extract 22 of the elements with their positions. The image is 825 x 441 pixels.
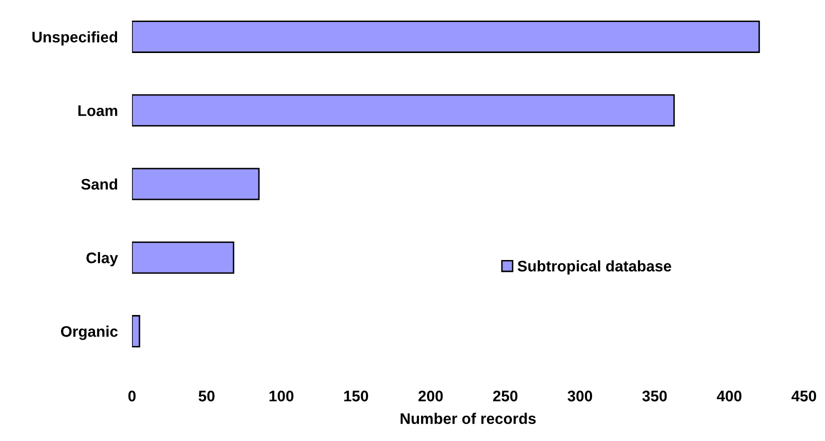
bar xyxy=(132,241,234,274)
bar xyxy=(132,315,140,348)
y-tick-label: Unspecified xyxy=(32,31,118,46)
y-tick-label: Clay xyxy=(86,252,118,266)
x-tick-label: 300 xyxy=(568,390,592,402)
x-tick-label: 100 xyxy=(270,390,294,402)
y-tick-label: Organic xyxy=(61,326,118,340)
x-axis-title: Number of records xyxy=(400,412,536,424)
x-tick-label: 400 xyxy=(716,390,742,402)
x-tick-label: 0 xyxy=(128,390,136,402)
x-tick-label: 350 xyxy=(642,390,667,402)
x-tick-label: 150 xyxy=(344,390,368,402)
legend-label: Subtropical database xyxy=(518,260,672,275)
x-tick-label: 200 xyxy=(418,390,443,402)
x-tick-label: 250 xyxy=(493,390,518,402)
x-tick-label: 450 xyxy=(791,390,816,402)
bar xyxy=(132,94,675,127)
bar xyxy=(132,168,260,200)
x-tick-label: 50 xyxy=(198,390,215,402)
y-tick-label: Loam xyxy=(78,105,118,116)
y-tick-label: Sand xyxy=(81,178,118,190)
bar xyxy=(132,20,760,53)
